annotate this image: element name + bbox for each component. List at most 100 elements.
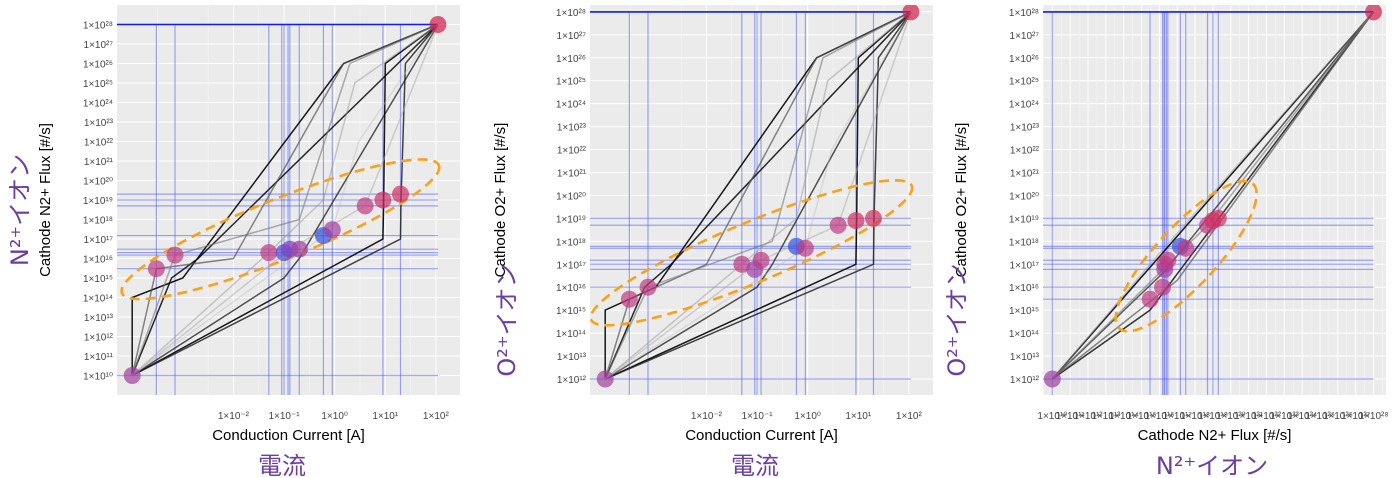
data-point — [752, 251, 770, 269]
data-point — [374, 191, 392, 209]
trajectory-line — [604, 11, 912, 380]
trajectory-line — [1051, 11, 1375, 380]
y-tick-label: 1×10²² — [557, 146, 587, 157]
trajectory-line — [131, 23, 439, 376]
x-tick-label: 1×10²⁰ — [1216, 411, 1246, 422]
y-tick-label: 1×10²⁵ — [556, 77, 586, 88]
y-tick-label: 1×10²⁷ — [84, 40, 114, 51]
x-tick-label: 1×10² — [896, 411, 923, 422]
y-tick-label: 1×10²¹ — [1010, 168, 1040, 179]
panel-2-bottom-label: 電流 — [731, 452, 779, 478]
y-tick-label: 1×10¹¹ — [84, 352, 114, 363]
data-point — [1209, 209, 1227, 227]
x-tick-label: 1×10¹⁵ — [1127, 411, 1157, 422]
trajectory-line — [1051, 11, 1375, 380]
x-axis-title: Conduction Current [A] — [685, 427, 838, 444]
x-tick-label: 1×10¹⁴ — [1109, 411, 1139, 422]
plot-background — [590, 5, 933, 395]
data-point — [864, 209, 882, 227]
y-tick-label: 1×10²³ — [1010, 123, 1040, 134]
data-point — [596, 370, 614, 388]
y-tick-label: 1×10²⁶ — [1009, 54, 1039, 65]
x-tick-label: 1×10⁻¹ — [741, 411, 773, 422]
data-point — [123, 367, 141, 384]
panel-2-side-label: O²⁺イオン — [493, 263, 521, 376]
plot-area — [1043, 5, 1386, 395]
y-tick-label: 1×10¹⁰ — [83, 372, 113, 383]
x-axis-title: Conduction Current [A] — [212, 427, 365, 444]
x-tick-label: 1×10¹ — [845, 411, 872, 422]
data-point — [166, 246, 184, 264]
y-tick-label: 1×10²² — [84, 138, 114, 149]
data-point — [323, 221, 341, 239]
x-tick-label: 1×10²⁸ — [1358, 411, 1388, 422]
data-point — [639, 278, 657, 296]
x-tick-label: 1×10⁰ — [794, 411, 821, 422]
trajectory-line — [131, 23, 439, 376]
x-tick-label: 1×10¹² — [1073, 411, 1103, 422]
y-tick-label: 1×10¹⁵ — [556, 306, 586, 317]
chart-panel-n2-vs-o2: 1×10¹²1×10¹³1×10¹⁴1×10¹⁵1×10¹⁶1×10¹⁷1×10… — [953, 5, 1389, 444]
x-tick-label: 1×10¹¹ — [1056, 411, 1086, 422]
data-point — [1043, 370, 1061, 388]
chart-panel-current-vs-o2: 1×10¹² 1×10¹³ 1×10¹⁴ 1×10¹⁵ 1×10¹⁶ 1×10¹⁷ 1×10… — [492, 5, 933, 444]
y-tick-label: 1×10²⁸ — [1009, 8, 1039, 19]
y-tick-label: 1×10¹⁴ — [83, 294, 113, 305]
y-tick-label: 1×10¹⁸ — [83, 216, 113, 227]
x-tick-label: 1×10²² — [1252, 411, 1282, 422]
data-point — [356, 197, 374, 215]
y-tick-label: 1×10¹⁸ — [556, 237, 586, 248]
x-tick-label: 1×10⁰ — [321, 411, 348, 422]
y-tick-label: 1×10¹³ — [1010, 352, 1040, 363]
y-tick-label: 1×10¹⁸ — [1009, 237, 1039, 248]
y-tick-label: 1×10²⁵ — [1009, 77, 1039, 88]
x-tick-label: 1×10²⁶ — [1323, 411, 1353, 422]
data-point — [1141, 290, 1159, 308]
y-tick-label: 1×10¹⁴ — [1009, 329, 1039, 340]
x-tick-label: 1×10¹ — [372, 411, 399, 422]
panel-3-side-label: O²⁺イオン — [943, 263, 971, 376]
panel-3-bottom-label: N²⁺イオン — [1156, 452, 1268, 478]
y-tick-label: 1×10¹² — [84, 333, 114, 344]
y-tick-label: 1×10²⁰ — [556, 191, 586, 202]
y-tick-label: 1×10¹⁹ — [556, 214, 586, 225]
data-point — [902, 5, 920, 21]
data-point — [290, 240, 308, 258]
panel-1-side-label: N²⁺イオン — [6, 154, 34, 266]
y-tick-label: 1×10¹⁶ — [556, 283, 586, 294]
data-point — [260, 244, 278, 262]
highlight-ellipse — [1114, 179, 1258, 333]
x-tick-label: 1×10⁻² — [691, 411, 723, 422]
y-tick-label: 1×10¹⁵ — [1009, 306, 1039, 317]
y-tick-label: 1×10¹² — [1010, 375, 1040, 386]
x-tick-label: 1×10¹⁸ — [1180, 411, 1210, 422]
trajectory-line — [604, 11, 912, 380]
data-point — [847, 212, 865, 230]
data-point — [620, 290, 638, 308]
x-tick-label: 1×10¹⁷ — [1162, 411, 1192, 422]
data-point — [733, 255, 751, 273]
data-point — [1159, 251, 1177, 269]
chart-panel-current-vs-n2: 1×10¹⁰ 1×10¹¹ 1×10¹² 1×10¹³ 1×10¹⁴ 1×10¹⁵ 1×10… — [37, 5, 460, 444]
data-point — [429, 16, 447, 33]
y-axis-title: Cathode N2+ Flux [#/s] — [37, 123, 54, 277]
highlight-ellipse — [590, 179, 914, 327]
panel-1-bottom-label: 電流 — [258, 452, 306, 478]
y-tick-label: 1×10¹⁷ — [1010, 260, 1040, 271]
trajectory-line — [131, 24, 439, 377]
y-tick-label: 1×10¹⁵ — [83, 274, 113, 285]
x-tick-label: 1×10¹³ — [1091, 411, 1121, 422]
trajectory-line — [604, 11, 912, 380]
x-tick-label: 1×10²⁷ — [1341, 411, 1371, 422]
y-tick-label: 1×10¹⁷ — [84, 235, 114, 246]
x-tick-label: 1×10⁻² — [218, 411, 250, 422]
plot-area — [117, 5, 460, 395]
data-point — [829, 216, 847, 234]
y-tick-label: 1×10²⁶ — [556, 54, 586, 65]
y-tick-label: 1×10¹⁶ — [83, 255, 113, 266]
y-axis-title: Cathode O2+ Flux [#/s] — [953, 123, 970, 278]
trajectory-line — [131, 23, 439, 377]
x-tick-label: 1×10²³ — [1270, 411, 1300, 422]
y-tick-label: 1×10¹³ — [557, 352, 587, 363]
y-tick-label: 1×10²⁰ — [1009, 191, 1039, 202]
